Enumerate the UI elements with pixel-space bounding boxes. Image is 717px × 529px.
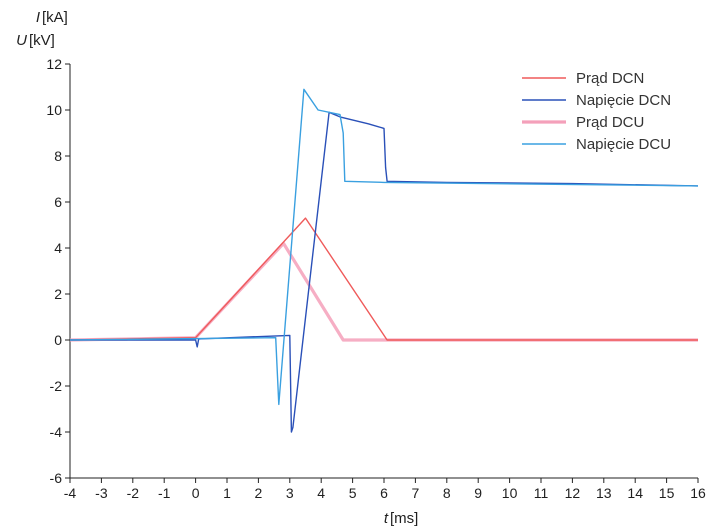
legend-label-4: Napięcie DCU (576, 136, 671, 153)
x-tick-label: 3 (286, 485, 294, 501)
x-tick-label: -4 (64, 485, 77, 501)
series-line-1 (70, 217, 698, 341)
series-line-4 (70, 88, 698, 406)
x-tick-label: 13 (596, 485, 612, 501)
legend: Prąd DCN Napięcie DCN Prąd DCU Napięcie DCU (522, 70, 671, 153)
tick-labels: -4 -3 -2 -1 0 1 2 3 4 5 6 7 8 9 10 11 12 13 14 15 16-6-4-202… (46, 56, 706, 501)
x-tick-label: 7 (412, 485, 420, 501)
axes (65, 63, 699, 483)
x-axis-var: t (384, 510, 389, 527)
legend-label-1: Prąd DCN (576, 70, 644, 87)
y-tick-label: 8 (54, 148, 62, 164)
x-tick-label: -3 (95, 485, 108, 501)
y-axis-label-line2: U (16, 32, 27, 49)
series-line-3 (70, 241, 698, 342)
y-axis-label-line1: I (36, 9, 40, 26)
y-tick-label: -6 (50, 470, 63, 486)
x-tick-label: -2 (127, 485, 140, 501)
x-tick-label: 0 (192, 485, 200, 501)
y-tick-label: 2 (54, 286, 62, 302)
y-tick-label: 4 (54, 240, 62, 256)
x-tick-label: 1 (223, 485, 231, 501)
y-axis-unit-1: [kA] (42, 9, 68, 26)
x-tick-label: 14 (627, 485, 643, 501)
series-line-2 (70, 111, 698, 433)
y-axis-var-2: U (16, 32, 27, 49)
legend-label-2: Napięcie DCN (576, 92, 671, 109)
x-axis-unit: [ms] (390, 510, 418, 527)
x-tick-label: 10 (502, 485, 518, 501)
y-axis-unit-line2: [kV] (29, 32, 55, 49)
legend-label-3: Prąd DCU (576, 114, 644, 131)
y-tick-label: 0 (54, 332, 62, 348)
y-tick-label: 6 (54, 194, 62, 210)
x-tick-label: -1 (158, 485, 171, 501)
y-axis-unit-line1: [kA] (42, 9, 68, 26)
y-tick-label: 12 (46, 56, 62, 72)
x-tick-label: 5 (349, 485, 357, 501)
x-tick-label: 15 (659, 485, 675, 501)
x-axis-unit-label: [ms] (390, 510, 418, 527)
x-tick-label: 8 (443, 485, 451, 501)
x-tick-label: 16 (690, 485, 706, 501)
y-tick-label: 10 (46, 102, 62, 118)
series-layer (70, 88, 698, 433)
y-tick-label: -2 (50, 378, 63, 394)
x-tick-label: 9 (474, 485, 482, 501)
x-tick-label: 12 (565, 485, 581, 501)
x-tick-label: 2 (255, 485, 263, 501)
y-axis-var-1: I (36, 9, 40, 26)
x-tick-label: 4 (317, 485, 325, 501)
y-axis-unit-2: [kV] (29, 32, 55, 49)
x-tick-label: 6 (380, 485, 388, 501)
x-tick-label: 11 (534, 485, 549, 501)
x-axis-label: t (384, 510, 389, 527)
y-tick-label: -4 (50, 424, 63, 440)
